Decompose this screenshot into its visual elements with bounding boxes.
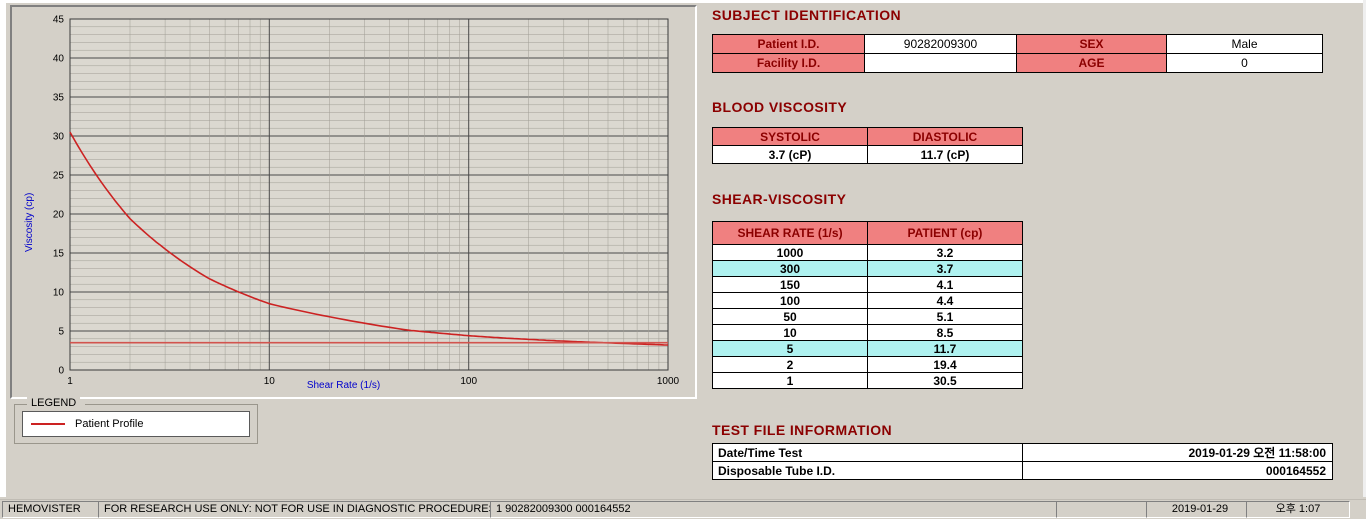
patient-viscosity-cell: 30.5 <box>867 372 1023 389</box>
svg-text:30: 30 <box>53 132 65 143</box>
status-time: 오후 1:07 <box>1246 501 1350 518</box>
date-time-test-label: Date/Time Test <box>712 443 1023 462</box>
patient-viscosity-cell: 11.7 <box>867 340 1023 357</box>
svg-text:10: 10 <box>53 288 65 299</box>
window-edge <box>0 0 1366 3</box>
age-label: AGE <box>1016 53 1167 73</box>
shear-row: 2 19.4 <box>712 356 1023 373</box>
svg-text:40: 40 <box>53 54 65 65</box>
status-spacer-panel <box>1056 501 1154 518</box>
section-title-subject-identification: SUBJECT IDENTIFICATION <box>712 7 901 23</box>
patient-id-label: Patient I.D. <box>712 34 865 54</box>
legend-title: LEGEND <box>27 397 81 409</box>
shear-rate-cell: 2 <box>712 356 868 373</box>
section-title-blood-viscosity: BLOOD VISCOSITY <box>712 99 848 115</box>
patient-viscosity-cell: 5.1 <box>867 308 1023 325</box>
age-value: 0 <box>1166 53 1323 73</box>
viscosity-chart: 0 5 10 15 20 25 30 35 40 45 1 10 100 1000 <box>53 15 680 388</box>
shear-rate-cell: 5 <box>712 340 868 357</box>
legend-item-label: Patient Profile <box>75 418 144 430</box>
sex-label: SEX <box>1016 34 1167 54</box>
shear-rate-header: SHEAR RATE (1/s) <box>712 221 868 245</box>
section-title-test-file-information: TEST FILE INFORMATION <box>712 422 893 438</box>
shear-rate-cell: 1 <box>712 372 868 389</box>
svg-text:100: 100 <box>460 376 477 387</box>
shear-viscosity-table: SHEAR RATE (1/s) PATIENT (cp) 1000 3.2 300… <box>712 221 1023 389</box>
table-row: 3.7 (cP) 11.7 (cP) <box>712 145 1023 164</box>
test-file-information-table: Date/Time Test 2019-01-29 오전 11:58:00 Di… <box>712 443 1333 480</box>
shear-rate-cell: 300 <box>712 260 868 277</box>
shear-row: 50 5.1 <box>712 308 1023 325</box>
shear-rate-cell: 1000 <box>712 244 868 261</box>
table-header-row: SHEAR RATE (1/s) PATIENT (cp) <box>712 221 1023 245</box>
shear-row: 1000 3.2 <box>712 244 1023 261</box>
shear-row: 5 11.7 <box>712 340 1023 357</box>
svg-text:0: 0 <box>58 366 64 377</box>
svg-text:1000: 1000 <box>657 376 680 387</box>
window-edge <box>0 0 6 497</box>
shear-row: 150 4.1 <box>712 276 1023 293</box>
systolic-value: 3.7 (cP) <box>712 145 868 164</box>
subject-identification-table: Patient I.D. 90282009300 SEX Male Facili… <box>712 34 1323 73</box>
shear-rate-cell: 150 <box>712 276 868 293</box>
facility-id-label: Facility I.D. <box>712 53 865 73</box>
legend-line-sample <box>31 423 65 425</box>
svg-text:10: 10 <box>264 376 276 387</box>
patient-id-value: 90282009300 <box>864 34 1017 54</box>
patient-viscosity-cell: 4.4 <box>867 292 1023 309</box>
patient-viscosity-cell: 3.7 <box>867 260 1023 277</box>
status-research-notice: FOR RESEARCH USE ONLY: NOT FOR USE IN DI… <box>98 501 498 518</box>
sex-value: Male <box>1166 34 1323 54</box>
table-row: Disposable Tube I.D. 000164552 <box>712 461 1333 480</box>
chart-panel: 0 5 10 15 20 25 30 35 40 45 1 10 100 1000 Viscosity (… <box>10 5 697 399</box>
table-row: Date/Time Test 2019-01-29 오전 11:58:00 <box>712 443 1333 462</box>
patient-viscosity-cell: 3.2 <box>867 244 1023 261</box>
svg-text:15: 15 <box>53 249 65 260</box>
table-row: Patient I.D. 90282009300 SEX Male <box>712 34 1323 54</box>
y-axis-label: Viscosity (cp) <box>24 192 35 252</box>
table-row: SYSTOLIC DIASTOLIC <box>712 127 1023 146</box>
status-app-name: HEMOVISTER <box>2 501 106 518</box>
status-record-info: 1 90282009300 000164552 <box>490 501 1064 518</box>
svg-text:45: 45 <box>53 15 65 26</box>
shear-row: 300 3.7 <box>712 260 1023 277</box>
systolic-header: SYSTOLIC <box>712 127 868 146</box>
shear-rate-cell: 50 <box>712 308 868 325</box>
shear-rate-cell: 10 <box>712 324 868 341</box>
table-row: Facility I.D. AGE 0 <box>712 53 1323 73</box>
section-title-shear-viscosity: SHEAR-VISCOSITY <box>712 191 847 207</box>
window-edge <box>1363 0 1366 497</box>
shear-row: 10 8.5 <box>712 324 1023 341</box>
shear-rate-cell: 100 <box>712 292 868 309</box>
disposable-tube-id-value: 000164552 <box>1022 461 1333 480</box>
svg-text:35: 35 <box>53 93 65 104</box>
status-bar: HEMOVISTER FOR RESEARCH USE ONLY: NOT FO… <box>0 499 1366 519</box>
legend-border <box>85 404 257 405</box>
facility-id-value <box>864 53 1017 73</box>
svg-text:1: 1 <box>67 376 73 387</box>
legend-border <box>15 404 27 405</box>
diastolic-header: DIASTOLIC <box>867 127 1023 146</box>
blood-viscosity-table: SYSTOLIC DIASTOLIC 3.7 (cP) 11.7 (cP) <box>712 127 1023 164</box>
patient-cp-header: PATIENT (cp) <box>867 221 1023 245</box>
x-axis-label: Shear Rate (1/s) <box>306 380 381 391</box>
diastolic-value: 11.7 (cP) <box>867 145 1023 164</box>
patient-viscosity-cell: 8.5 <box>867 324 1023 341</box>
patient-viscosity-cell: 19.4 <box>867 356 1023 373</box>
svg-text:5: 5 <box>58 327 64 338</box>
patient-viscosity-cell: 4.1 <box>867 276 1023 293</box>
status-date: 2019-01-29 <box>1146 501 1254 518</box>
shear-row: 100 4.4 <box>712 292 1023 309</box>
shear-row: 1 30.5 <box>712 372 1023 389</box>
legend: LEGEND Patient Profile <box>14 397 258 444</box>
disposable-tube-id-label: Disposable Tube I.D. <box>712 461 1023 480</box>
date-time-test-value: 2019-01-29 오전 11:58:00 <box>1022 443 1333 462</box>
svg-text:25: 25 <box>53 171 65 182</box>
svg-text:20: 20 <box>53 210 65 221</box>
legend-item: Patient Profile <box>22 411 250 437</box>
